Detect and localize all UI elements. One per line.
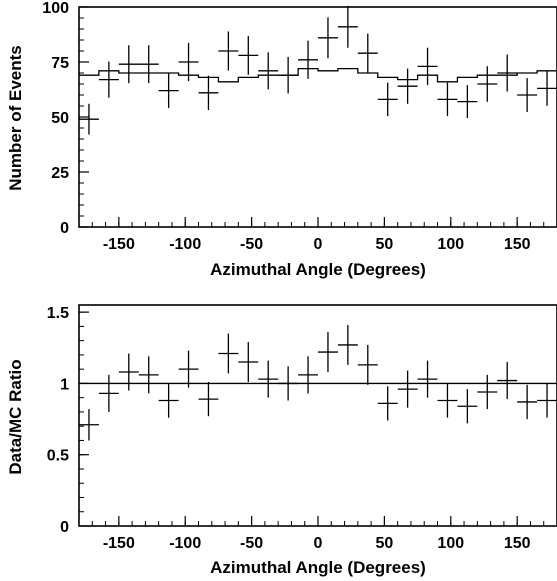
ratio-x-tick-label: 0 [314, 535, 323, 552]
events-y-tick-label: 100 [42, 0, 69, 17]
events-x-tick-label: -50 [240, 236, 263, 253]
events-plot-frame [78, 6, 557, 228]
ratio-x-tick-label: -100 [169, 535, 201, 552]
events-x-tick-label: -100 [169, 236, 201, 253]
events-mc-histogram [79, 67, 557, 83]
events-y-tick-label: 50 [51, 110, 69, 127]
events-y-tick-label: 25 [51, 165, 69, 182]
events-x-tick-label: 100 [437, 236, 464, 253]
ratio-y-axis-label: Data/MC Ratio [6, 359, 25, 474]
ratio-panel: Data/MC Ratio Azimuthal Angle (Degrees) … [6, 304, 557, 577]
events-y-tick-label: 0 [60, 220, 69, 237]
ratio-y-tick-label: 1.5 [47, 305, 69, 322]
ratio-y-tick-label: 0.5 [47, 448, 69, 465]
events-x-tick-label: -150 [103, 236, 135, 253]
ratio-x-tick-label: 150 [504, 535, 531, 552]
events-x-tick-label: 50 [375, 236, 393, 253]
events-x-axis-label: Azimuthal Angle (Degrees) [210, 260, 426, 279]
ratio-y-tick-label: 0 [60, 519, 69, 536]
ratio-x-tick-label: 100 [437, 535, 464, 552]
ratio-plot-frame [78, 304, 557, 527]
events-x-tick-label: 0 [314, 236, 323, 253]
events-y-tick-label: 75 [51, 55, 69, 72]
ratio-x-axis-label: Azimuthal Angle (Degrees) [210, 558, 426, 577]
events-y-axis-label: Number of Events [6, 45, 25, 190]
ratio-y-tick-label: 1 [60, 376, 69, 393]
events-panel: Number of Events Azimuthal Angle (Degree… [6, 0, 557, 279]
ratio-x-tick-label: -150 [103, 535, 135, 552]
ratio-x-tick-label: -50 [240, 535, 263, 552]
ratio-x-tick-label: 50 [375, 535, 393, 552]
events-x-tick-label: 150 [504, 236, 531, 253]
